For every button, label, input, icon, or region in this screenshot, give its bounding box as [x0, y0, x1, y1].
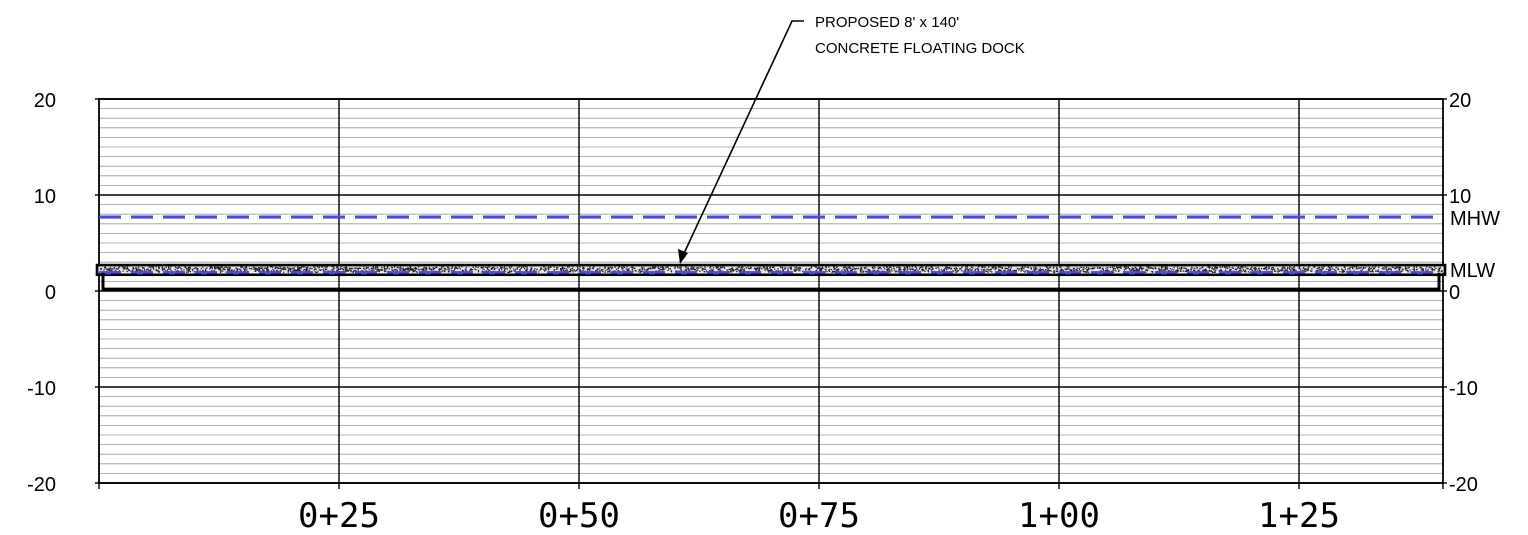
elev-label-right-neg10: -10: [1449, 378, 1478, 400]
elevation-labels-right: 20 10 0 -10 -20: [1449, 90, 1478, 496]
elevation-labels-left: 20 10 0 -10 -20: [27, 90, 56, 496]
elev-label-right-20: 20: [1449, 90, 1471, 112]
elev-label-left-0: 0: [45, 282, 56, 304]
elev-label-right-0: 0: [1449, 282, 1460, 304]
mhw-label: MHW: [1450, 208, 1500, 230]
elev-label-left-20: 20: [34, 90, 56, 112]
station-label-1-25: 1+25: [1258, 496, 1340, 535]
callout-line-2: CONCRETE FLOATING DOCK: [815, 40, 1025, 57]
grid-frame: [98, 98, 1444, 489]
elev-label-left-10: 10: [34, 186, 56, 208]
major-grid: [95, 98, 1447, 489]
station-label-0-50: 0+50: [538, 496, 620, 535]
dock-float-outline: [101, 272, 1441, 291]
station-label-1-00: 1+00: [1018, 496, 1100, 535]
mlw-label: MLW: [1450, 260, 1495, 282]
minor-grid: [99, 108, 1443, 474]
station-label-0-75: 0+75: [778, 496, 860, 535]
callout-arrowhead: [678, 249, 688, 264]
elev-label-right-10: 10: [1449, 186, 1471, 208]
station-labels: 0+25 0+50 0+75 1+00 1+25: [298, 496, 1340, 535]
elev-label-right-neg20: -20: [1449, 474, 1478, 496]
callout-line-1: PROPOSED 8' x 140': [815, 14, 959, 31]
elev-label-left-neg10: -10: [27, 378, 56, 400]
dock-deck-fill: [97, 265, 1445, 273]
elev-label-left-neg20: -20: [27, 474, 56, 496]
station-label-0-25: 0+25: [298, 496, 380, 535]
callout-leader: [679, 20, 804, 263]
dock-callout: PROPOSED 8' x 140' CONCRETE FLOATING DOC…: [678, 14, 1025, 264]
grid-border: [98, 98, 1444, 484]
floating-dock: [95, 263, 1447, 291]
